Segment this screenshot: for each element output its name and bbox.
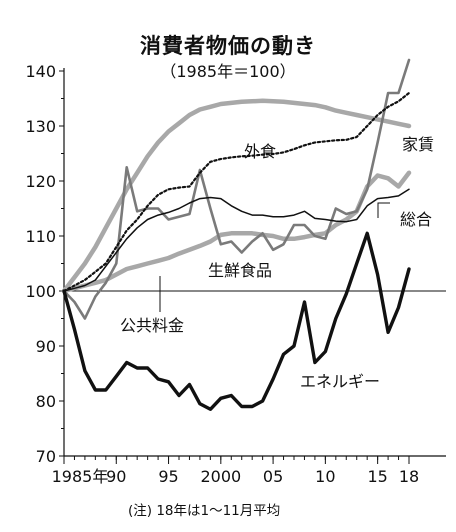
chart-note: (注) 18年は1～11月平均 <box>128 503 281 519</box>
y-tick-label: 80 <box>36 392 56 411</box>
overall-leader <box>377 202 390 218</box>
x-tick-label: 1985年 <box>52 467 109 486</box>
series-line-eating-out <box>62 91 411 293</box>
series-line-rent <box>61 98 412 294</box>
y-tick-label: 110 <box>25 227 56 246</box>
chart-subtitle: （1985年＝100） <box>160 62 296 81</box>
x-tick-label: 10 <box>315 467 335 486</box>
label-overall: 総合 <box>400 210 432 229</box>
chart-title: 消費者物価の動き <box>140 34 316 58</box>
label-energy: エネルギー <box>300 372 380 391</box>
x-tick-label: 2000 <box>200 467 241 486</box>
x-tick-label: 90 <box>106 467 126 486</box>
series-line-energy <box>62 231 411 411</box>
y-tick-label: 70 <box>36 447 56 466</box>
x-tick-label: 15 <box>367 467 387 486</box>
label-rent: 家賃 <box>402 135 434 154</box>
x-tick-label: 95 <box>158 467 178 486</box>
series-line-overall <box>63 188 410 292</box>
y-tick-label: 100 <box>25 282 56 301</box>
label-fresh-food: 生鮮食品 <box>208 261 272 280</box>
x-tick-label: 05 <box>263 467 283 486</box>
y-tick-label: 120 <box>25 172 56 191</box>
x-tick-label: 18 <box>399 467 419 486</box>
label-public-utility: 公共料金 <box>120 316 184 335</box>
series-line-fresh-food <box>62 58 411 320</box>
y-tick-label: 90 <box>36 337 56 356</box>
y-tick-label: 140 <box>25 62 56 81</box>
series-line-public-utility <box>61 170 412 294</box>
y-tick-label: 130 <box>25 117 56 136</box>
label-eating-out: 外食 <box>244 142 276 161</box>
